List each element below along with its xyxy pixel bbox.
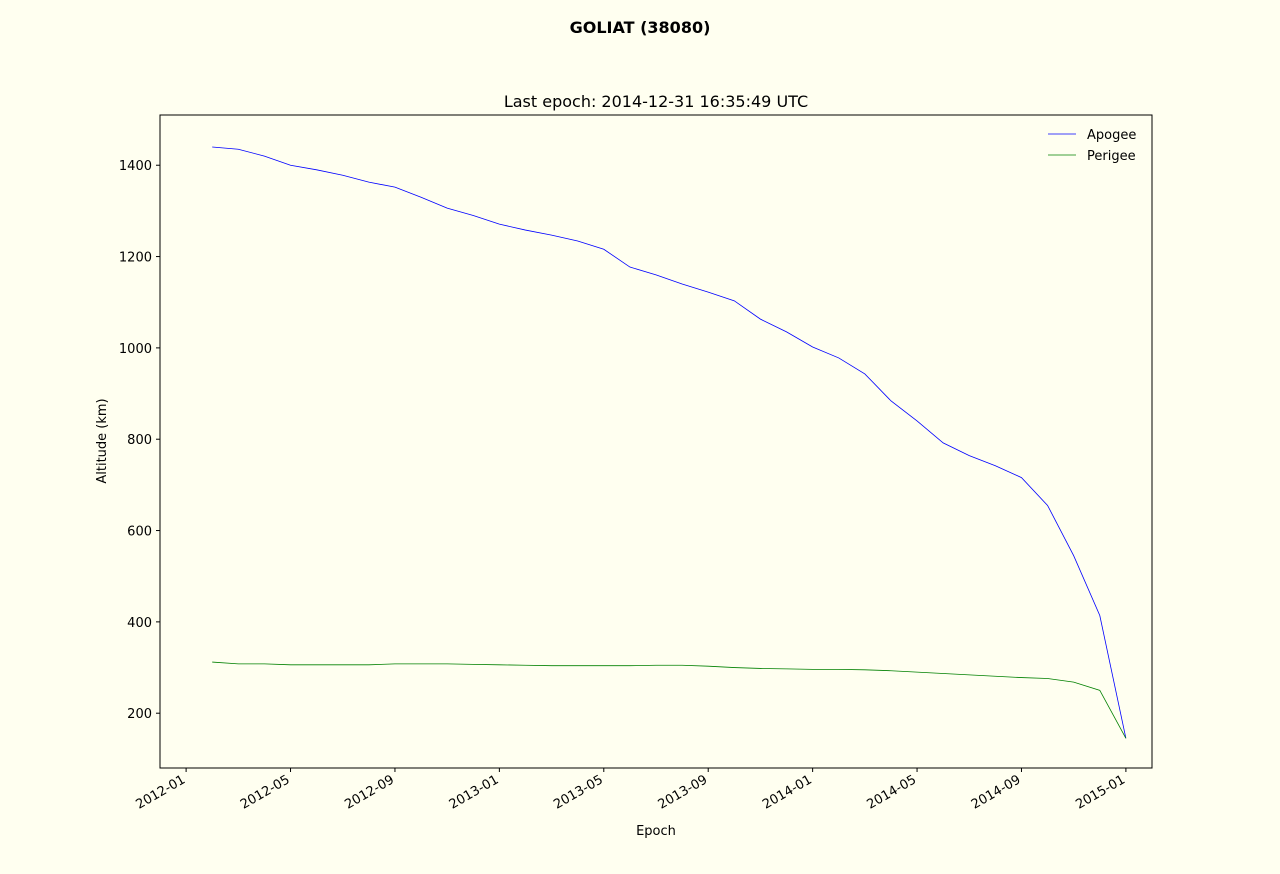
y-tick-label: 800 bbox=[127, 433, 152, 448]
y-tick-label: 600 bbox=[127, 525, 152, 540]
series-line bbox=[212, 661, 1127, 739]
x-axis-label: Epoch bbox=[636, 824, 676, 839]
y-axis-label: Altitude (km) bbox=[95, 398, 110, 483]
y-tick-label: 1200 bbox=[119, 251, 152, 266]
legend-label: Apogee bbox=[1087, 128, 1136, 143]
y-tick-label: 1400 bbox=[119, 159, 152, 174]
legend-label: Perigee bbox=[1087, 149, 1136, 164]
plot-frame bbox=[159, 114, 1153, 769]
chart-subtitle: Last epoch: 2014-12-31 16:35:49 UTC bbox=[504, 92, 808, 111]
y-tick-label: 1000 bbox=[119, 342, 152, 357]
y-tick-label: 200 bbox=[127, 707, 152, 722]
chart-title: GOLIAT (38080) bbox=[570, 18, 711, 37]
series-line bbox=[212, 146, 1127, 739]
y-tick-label: 400 bbox=[127, 616, 152, 631]
